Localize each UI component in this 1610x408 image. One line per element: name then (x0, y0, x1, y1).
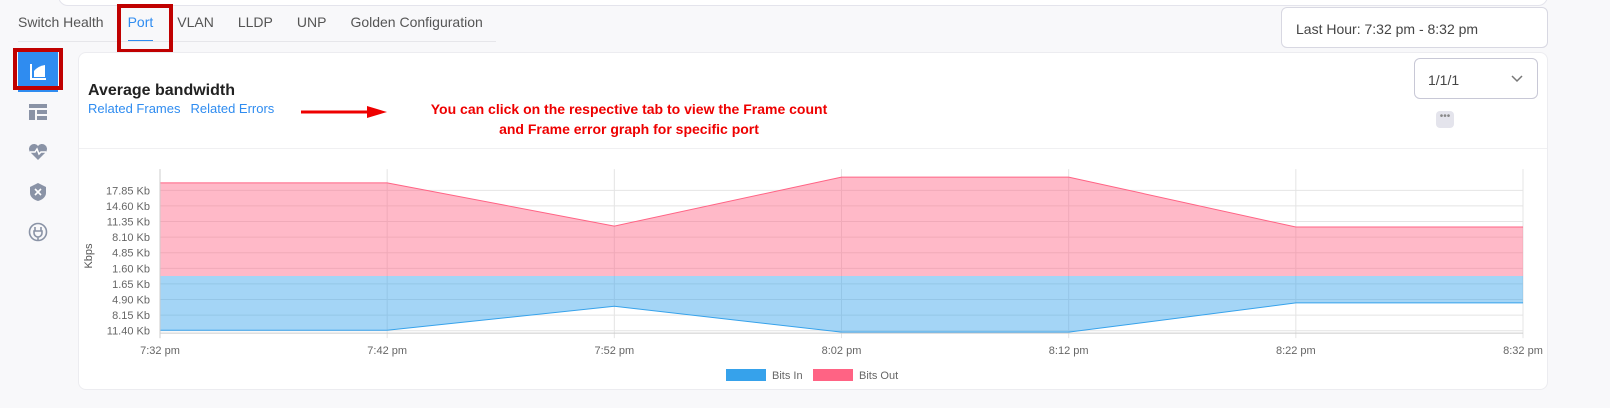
tab-vlan[interactable]: VLAN (177, 14, 214, 30)
x-tick-label: 7:52 pm (594, 345, 634, 357)
port-select[interactable]: 1/1/1 (1414, 58, 1538, 99)
related-errors-link[interactable]: Related Errors (190, 101, 275, 116)
y-tick-label: 1.60 Kb (112, 263, 150, 275)
highlight-port-tab (117, 4, 173, 53)
related-frames-link[interactable]: Related Frames (88, 101, 181, 116)
divider (79, 148, 1547, 149)
plug-icon[interactable] (18, 212, 58, 252)
annotation: You can click on the respective tab to v… (369, 99, 889, 139)
y-tick-label: 17.85 Kb (106, 185, 150, 197)
x-tick-label: 8:02 pm (822, 345, 862, 357)
y-tick-label: 1.65 Kb (112, 279, 150, 291)
annotation-line-1: You can click on the respective tab to v… (430, 101, 828, 117)
tab-unp[interactable]: UNP (296, 14, 327, 30)
y-tick-label: 14.60 Kb (106, 201, 150, 213)
y-tick-label: 4.85 Kb (112, 248, 150, 260)
table-icon[interactable] (18, 92, 58, 132)
area-bits-in (160, 276, 1523, 333)
arrow-icon (301, 106, 387, 118)
legend-label: Bits Out (859, 370, 898, 382)
tab-golden-configuration[interactable]: Golden Configuration (350, 14, 483, 30)
bandwidth-card: Average bandwidth Related Frames Related… (78, 52, 1548, 390)
top-bar (58, 0, 1548, 6)
more-options-button[interactable]: ••• (1436, 111, 1454, 128)
card-title: Average bandwidth (88, 82, 235, 99)
tab-bar: Switch Health Port VLAN LLDP UNP Golden … (18, 14, 496, 42)
tab-switch-health[interactable]: Switch Health (18, 14, 104, 30)
y-axis-label: Kbps (83, 243, 95, 269)
y-tick-label: 8.10 Kb (112, 232, 150, 244)
chevron-down-icon (1511, 75, 1523, 83)
y-tick-label: 4.90 Kb (112, 295, 150, 307)
y-tick-label: 8.15 Kb (112, 310, 150, 322)
highlight-chart-icon (13, 48, 63, 90)
x-tick-label: 8:32 pm (1503, 345, 1543, 357)
bandwidth-chart: 1.60 Kb 4.85 Kb 8.10 Kb 11.35 Kb 14.60 Kb 17.… (83, 169, 1543, 382)
port-select-value: 1/1/1 (1428, 72, 1460, 88)
y-tick-label: 11.35 Kb (107, 217, 150, 229)
time-range-picker[interactable]: Last Hour: 7:32 pm - 8:32 pm (1281, 7, 1548, 48)
tab-port[interactable]: Port (114, 14, 164, 41)
x-tick-label: 7:42 pm (367, 345, 407, 357)
x-tick-label: 8:12 pm (1049, 345, 1089, 357)
legend-swatch (813, 369, 853, 381)
shield-x-icon[interactable] (18, 172, 58, 212)
heart-pulse-icon[interactable] (18, 132, 58, 172)
x-tick-label: 7:32 pm (140, 345, 180, 357)
y-tick-label: 11.40 Kb (107, 326, 150, 338)
annotation-line-2: and Frame error graph for specific port (499, 121, 759, 137)
x-tick-label: 8:22 pm (1276, 345, 1316, 357)
legend-swatch (726, 369, 766, 381)
sidebar (18, 52, 58, 252)
tab-lldp[interactable]: LLDP (237, 14, 273, 30)
area-chart-icon[interactable] (18, 52, 58, 92)
legend-label: Bits In (772, 370, 803, 382)
area-bits-out (160, 177, 1523, 276)
